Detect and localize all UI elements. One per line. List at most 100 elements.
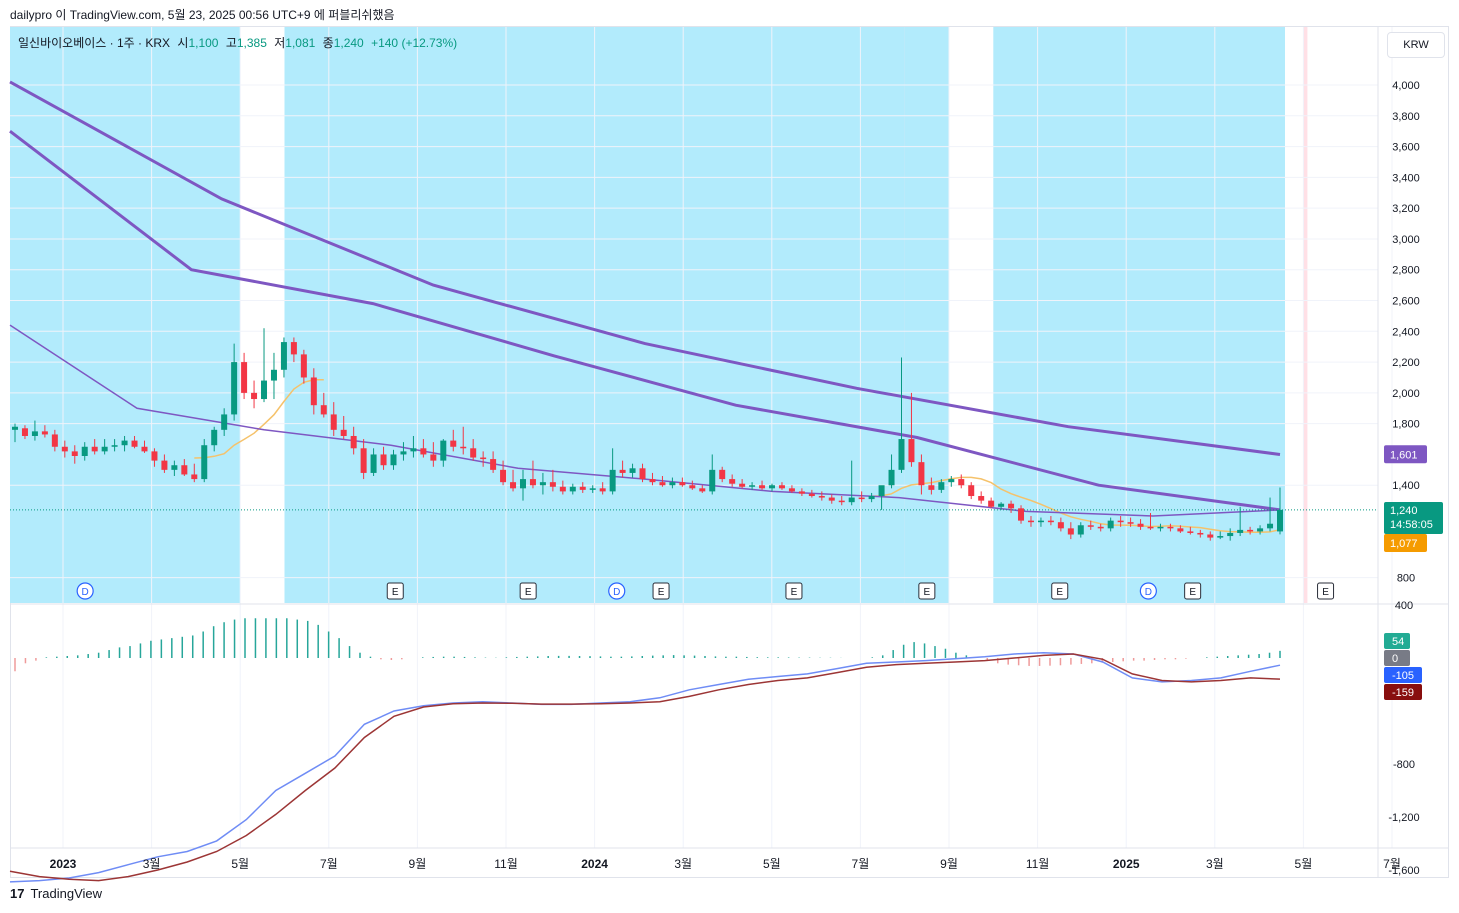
candle-body-69 [699, 488, 706, 492]
price-tick-7: 2,600 [1392, 296, 1420, 308]
candle-body-39 [400, 451, 407, 455]
macd-lines [9, 651, 1281, 883]
event-marker-label-10: E [1322, 587, 1329, 598]
candle-body-74 [749, 485, 756, 487]
time-tick-1: 3월 [143, 857, 161, 871]
ma-short-line-b [871, 476, 1281, 534]
candle-body-55 [559, 486, 566, 492]
candle-body-27 [280, 342, 287, 370]
event-marker-label-1: E [392, 587, 399, 598]
candle-body-56 [569, 486, 576, 492]
macd-value-3: -159 [1392, 687, 1414, 699]
earnings-marker-7 [1051, 582, 1069, 600]
candle-body-84 [848, 497, 855, 503]
price-label-bg-2 [1384, 533, 1427, 552]
low-label: 저 [274, 36, 286, 50]
close-value: 1,240 [333, 36, 364, 50]
candle-body-79 [798, 491, 805, 494]
candle-body-102 [1027, 520, 1034, 523]
candle-body-62 [629, 468, 636, 473]
time-tick-11: 11월 [1026, 857, 1050, 871]
candle-body-4 [51, 434, 58, 447]
candle-body-86 [868, 496, 875, 500]
change-value: +140 (+12.73%) [371, 36, 458, 50]
countdown-label: 14:58:05 [1390, 519, 1433, 531]
candle-body-48 [490, 459, 497, 470]
candle-body-95 [958, 479, 965, 486]
candle-body-22 [231, 362, 238, 415]
candle-body-121 [1217, 536, 1224, 538]
candle-body-53 [539, 482, 546, 486]
earnings-marker-10 [1317, 582, 1335, 600]
footer-brand[interactable]: 17 TradingView [10, 886, 102, 901]
candle-body-2 [31, 431, 38, 436]
candle-body-125 [1257, 528, 1264, 532]
candle-body-87 [878, 485, 885, 497]
low-value: 1,081 [285, 36, 316, 50]
price-tick-3: 3,400 [1392, 172, 1420, 184]
candle-body-107 [1077, 525, 1084, 535]
candle-body-120 [1207, 534, 1214, 538]
macd-tick-2: -1,200 [1388, 812, 1419, 824]
candle-body-7 [81, 446, 88, 456]
candle-body-57 [579, 486, 586, 490]
price-tick-2: 3,600 [1392, 142, 1420, 154]
candle-body-12 [131, 440, 138, 447]
earnings-marker-6 [918, 582, 936, 600]
session-band-7 [1303, 27, 1308, 603]
last-price-box [1384, 502, 1443, 534]
time-tick-3: 7월 [320, 857, 338, 871]
symbol-name[interactable]: 일신바이오베이스 · 1주 · KRX [18, 36, 171, 50]
candle-body-1 [21, 428, 28, 436]
candle-body-78 [788, 488, 795, 492]
candle-body-14 [151, 451, 158, 461]
time-tick-10: 9월 [940, 857, 958, 871]
price-axis: 4,000 3,800 3,600 3,400 3,200 3,000 2,800 2,600… [1384, 80, 1443, 585]
candle-body-29 [300, 354, 307, 378]
candle-body-92 [928, 485, 935, 490]
candle-body-51 [519, 479, 526, 489]
candle-body-82 [828, 497, 835, 501]
time-tick-12: 2025 [1113, 857, 1140, 871]
candle-body-66 [669, 482, 676, 486]
candle-body-34 [350, 435, 357, 449]
high-label: 고 [225, 36, 237, 50]
price-label-2: 1,077 [1390, 538, 1418, 550]
time-tick-8: 5월 [763, 857, 781, 871]
open-label: 시 [177, 36, 189, 50]
footer-brand-text: TradingView [30, 886, 103, 901]
candle-body-18 [191, 474, 198, 480]
candle-body-101 [1018, 508, 1025, 521]
macd-axis: 400 -800 -1,200 -1,600 54 0 -105 -159 [1384, 600, 1422, 877]
macd-histogram [14, 618, 1281, 672]
candle-body-24 [251, 392, 258, 400]
publish-header: dailypro 이 TradingView.com, 5월 23, 2025 … [10, 8, 395, 22]
session-band-0 [10, 27, 241, 603]
candle-body-35 [360, 448, 367, 473]
candle-body-119 [1197, 532, 1204, 535]
event-marker-label-3: D [613, 587, 620, 598]
time-tick-14: 5월 [1295, 857, 1313, 871]
candle-body-5 [61, 446, 68, 452]
candle-body-54 [549, 482, 556, 487]
dividend-marker-8 [1139, 582, 1157, 600]
candle-body-0 [12, 426, 18, 430]
price-tick-6: 2,800 [1392, 265, 1420, 277]
candle-body-19 [201, 445, 208, 480]
time-tick-7: 3월 [674, 857, 692, 871]
candle-body-109 [1097, 526, 1104, 529]
price-label-0: 1,601 [1390, 449, 1418, 461]
candle-body-85 [858, 497, 865, 500]
currency-button[interactable]: KRW [1387, 32, 1445, 58]
time-tick-13: 3월 [1206, 857, 1224, 871]
session-band-6 [993, 27, 1285, 603]
time-tick-2: 5월 [231, 857, 249, 871]
macd-value-bg-0 [1384, 633, 1410, 649]
macd-value-1: 0 [1392, 653, 1398, 665]
candle-body-117 [1177, 528, 1184, 532]
candle-body-10 [111, 445, 118, 447]
time-tick-5: 11월 [494, 857, 518, 871]
candle-body-110 [1107, 520, 1114, 529]
